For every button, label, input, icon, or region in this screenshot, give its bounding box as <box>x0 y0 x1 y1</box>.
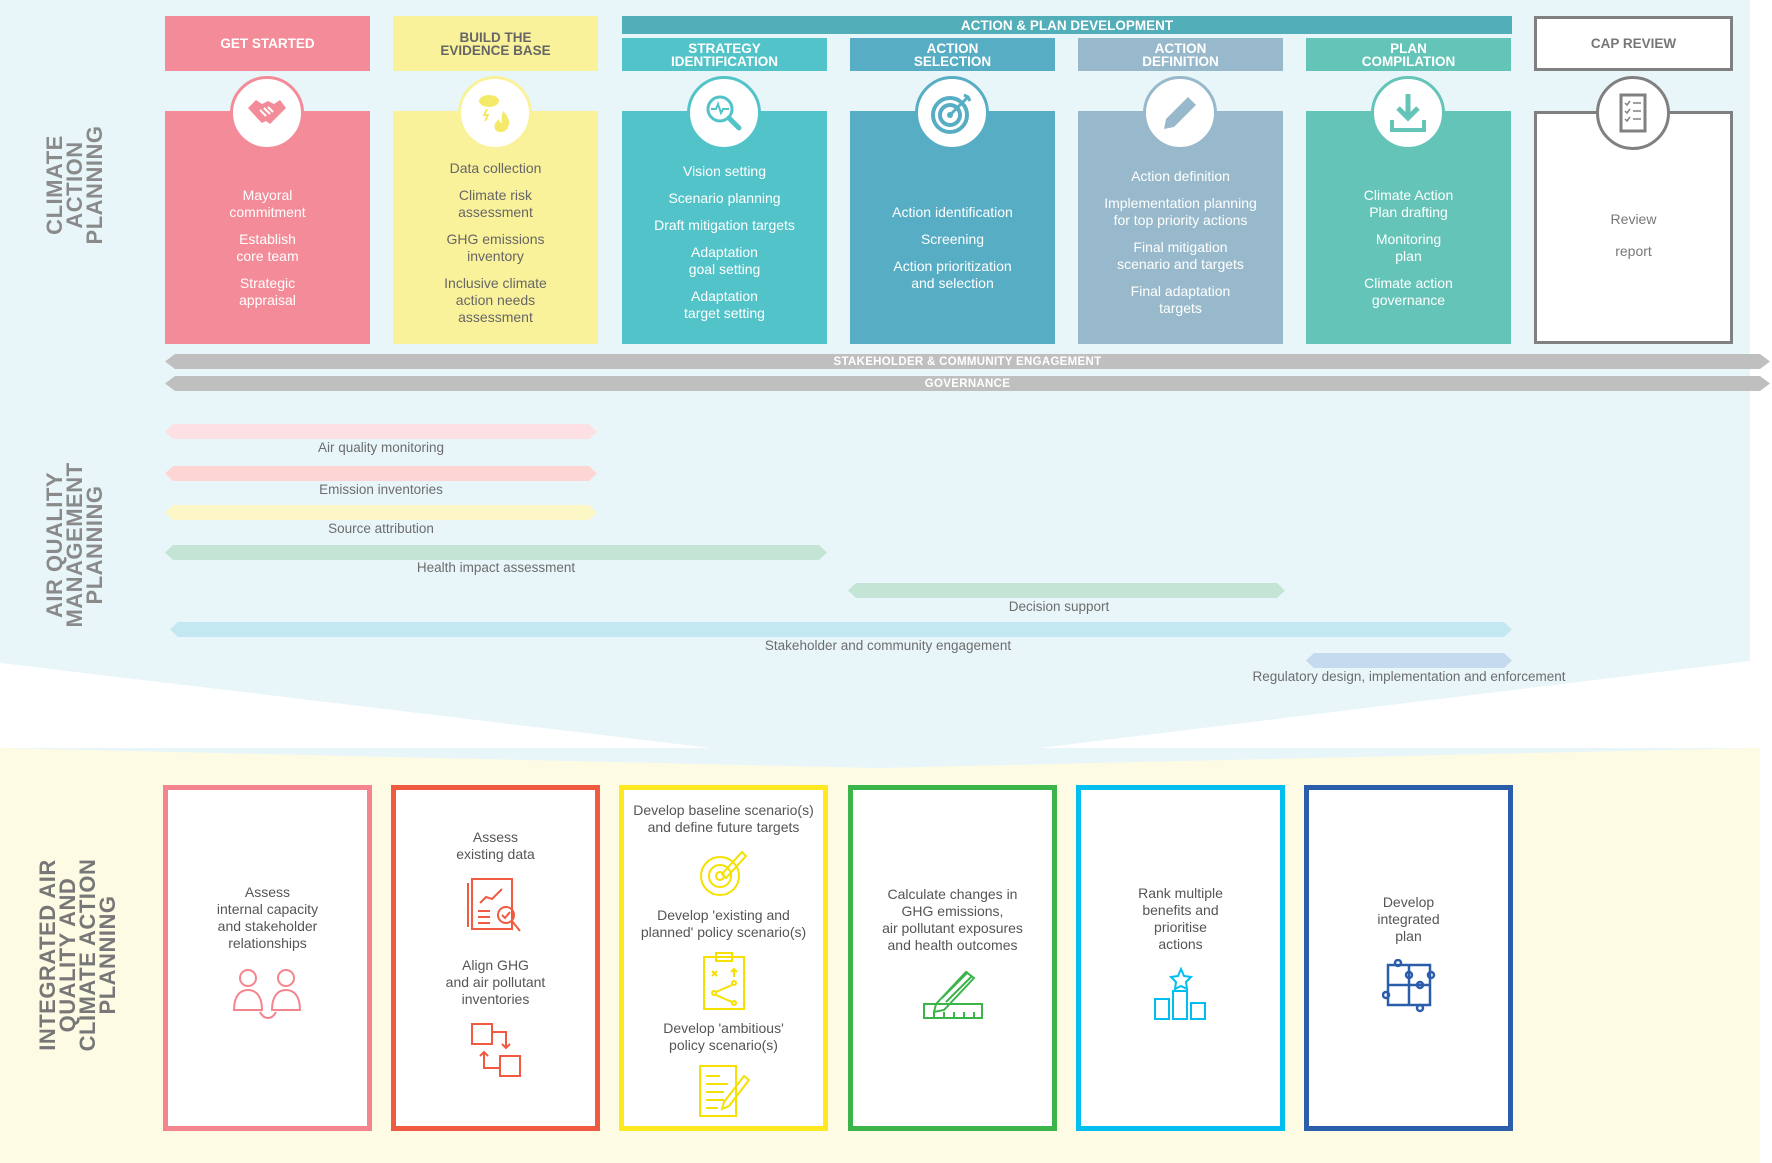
step-item: Climate action governance <box>1364 274 1453 308</box>
step-text: Align GHG and air pollutant inventories <box>445 956 546 1007</box>
step-item: Vision setting <box>682 163 766 179</box>
aqm-band-regulatory-design <box>1306 653 1512 668</box>
step-item: Mayoral commitment <box>229 186 306 220</box>
step-text: Develop integrated plan <box>1377 893 1440 944</box>
step-item: Climate Action Plan drafting <box>1363 186 1454 220</box>
step-item: Action definition <box>1131 168 1230 184</box>
handshake-icon <box>230 76 304 150</box>
target-icon <box>915 76 989 150</box>
header-get-started: GET STARTED <box>165 16 370 71</box>
aqm-side-label: AIR QUALITY MANAGEMENT PLANNING <box>42 462 107 628</box>
step-item: Implementation planning for top priority… <box>1104 195 1257 228</box>
step-item: Strategic appraisal <box>239 274 296 308</box>
column-evidence-base: Data collection Climate risk assessment GH… <box>393 111 598 344</box>
step-item: report <box>1615 243 1652 259</box>
header-evidence-base: BUILD THE EVIDENCE BASE <box>393 16 598 71</box>
step-text: Develop baseline scenario(s) and define … <box>633 802 814 835</box>
aqm-band-label: Stakeholder and community engagement <box>764 638 1012 653</box>
clipboard-strategy-icon <box>702 951 745 1010</box>
step-item: Final adaptation targets <box>1130 283 1231 316</box>
checklist-icon <box>1596 76 1670 150</box>
people-icon <box>232 969 301 1019</box>
step-item: Action prioritization and selection <box>893 257 1012 291</box>
pencil-ruler-icon <box>922 970 983 1019</box>
step-item: Final mitigation scenario and targets <box>1117 239 1244 272</box>
aqm-band-source-attribution <box>165 505 597 520</box>
aqm-band-label: Health impact assessment <box>416 560 576 575</box>
band-stakeholder-community-engagement: STAKEHOLDER & COMMUNITY ENGAGEMENT <box>165 354 1770 369</box>
download-icon <box>1371 76 1445 150</box>
step-item: Establish core team <box>236 230 299 264</box>
step-item: Review <box>1610 211 1657 227</box>
step-rank-benefits: Rank multiple benefits and prioritise ac… <box>1076 785 1285 1131</box>
step-assess-capacity: Assess internal capacity and stakeholder… <box>163 785 372 1131</box>
step-text: Develop 'existing and planned' policy sc… <box>640 907 807 941</box>
step-item: Inclusive climate action needs assessmen… <box>444 274 547 325</box>
step-item: GHG emissions inventory <box>446 230 545 264</box>
step-text: Develop 'ambitious' policy scenario(s) <box>663 1020 784 1054</box>
integrated-side-label: INTEGRATED AIR QUALITY AND CLIMATE ACTIO… <box>35 858 120 1052</box>
puzzle-icon <box>1381 958 1435 1012</box>
step-item: Monitoring plan <box>1375 230 1442 264</box>
aqm-band-health-impact-assessment <box>165 545 827 560</box>
step-item: Data collection <box>449 159 542 176</box>
step-text: Assess internal capacity and stakeholder… <box>216 884 319 951</box>
header-action-selection: ACTION SELECTION <box>850 38 1055 71</box>
step-text: Calculate changes in GHG emissions, air … <box>882 886 1023 953</box>
header-action-definition: ACTION DEFINITION <box>1078 38 1283 71</box>
aqm-band-air-quality-monitoring <box>165 424 597 439</box>
document-pencil-icon <box>698 1064 750 1117</box>
step-text: Rank multiple benefits and prioritise ac… <box>1138 885 1223 952</box>
target-pencil-icon <box>699 850 747 896</box>
aqm-band-label: Source attribution <box>328 521 434 536</box>
step-item: Draft mitigation targets <box>654 217 795 233</box>
step-develop-scenarios: Develop baseline scenario(s) and define … <box>619 785 828 1131</box>
aqm-band-label: Regulatory design, implementation and en… <box>1252 669 1566 684</box>
header-plan-compilation: PLAN COMPILATION <box>1306 38 1511 71</box>
pencil-icon <box>1143 76 1217 150</box>
magnifier-pulse-icon <box>687 76 761 150</box>
step-assess-data: Assess existing data Align GHG and air p… <box>391 785 600 1131</box>
step-item: Adaptation target setting <box>684 288 765 321</box>
aqm-band-emission-inventories <box>165 466 597 481</box>
step-item: Climate risk assessment <box>458 186 533 220</box>
aqm-band-stakeholder-community-engagement <box>170 622 1512 637</box>
band-governance: GOVERNANCE <box>165 376 1770 391</box>
step-calculate-changes: Calculate changes in GHG emissions, air … <box>848 785 1057 1131</box>
step-item: Adaptation goal setting <box>688 244 761 277</box>
header-action-plan-development: ACTION & PLAN DEVELOPMENT <box>622 16 1512 34</box>
step-item: Screening <box>920 230 985 247</box>
step-develop-plan: Develop integrated plan <box>1304 785 1513 1131</box>
aqm-band-label: Air quality monitoring <box>317 440 445 455</box>
weather-fire-icon <box>458 76 532 150</box>
step-item: Action identification <box>892 203 1013 220</box>
step-item: Scenario planning <box>668 190 781 206</box>
align-arrows-icon <box>470 1022 521 1077</box>
step-text: Assess existing data <box>456 828 535 862</box>
aqm-band-label: Decision support <box>1008 599 1110 614</box>
cap-side-label: CLIMATE ACTION PLANNING <box>42 125 107 245</box>
podium-star-icon <box>1153 967 1206 1020</box>
header-strategy-identification: STRATEGY IDENTIFICATION <box>622 38 827 71</box>
aqm-band-decision-support <box>848 583 1285 598</box>
data-analysis-icon <box>466 877 521 932</box>
header-cap-review: CAP REVIEW <box>1534 16 1733 71</box>
aqm-band-label: Emission inventories <box>319 482 443 497</box>
